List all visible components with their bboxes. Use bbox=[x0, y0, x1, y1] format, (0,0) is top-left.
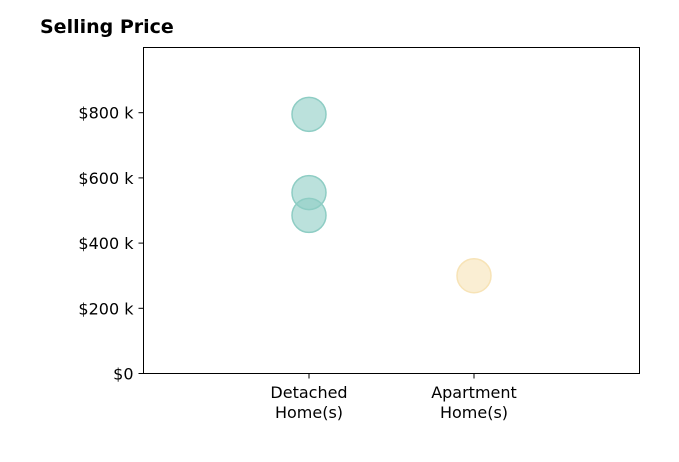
data-point bbox=[456, 257, 492, 294]
plot-frame bbox=[143, 47, 640, 374]
y-tick-label: $200 k bbox=[78, 299, 134, 318]
y-tick-label: $600 k bbox=[78, 169, 134, 188]
y-tick-label: $0 bbox=[113, 365, 133, 384]
x-tick-label: Detached bbox=[270, 383, 347, 402]
x-tick-label: Home(s) bbox=[440, 403, 508, 422]
chart-title: Selling Price bbox=[40, 16, 174, 38]
x-tick-label: Home(s) bbox=[275, 403, 343, 422]
y-tick-label: $800 k bbox=[78, 104, 134, 123]
data-point bbox=[291, 197, 327, 234]
y-tick-label: $400 k bbox=[78, 234, 134, 253]
data-point bbox=[291, 96, 327, 133]
x-tick-label: Apartment bbox=[431, 383, 517, 402]
